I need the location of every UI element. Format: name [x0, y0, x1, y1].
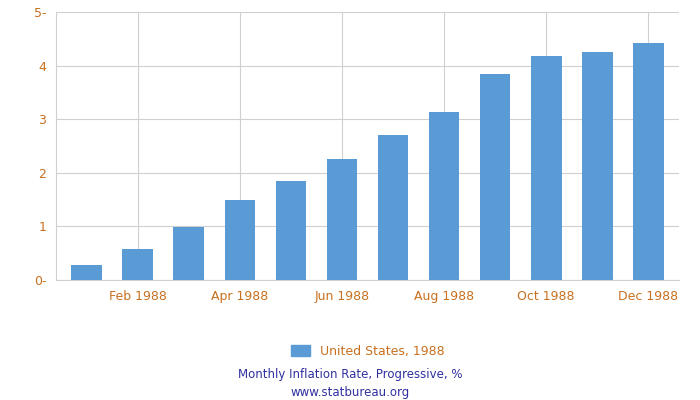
- Text: www.statbureau.org: www.statbureau.org: [290, 386, 410, 399]
- Bar: [480, 74, 510, 280]
- Bar: [582, 52, 612, 280]
- Bar: [531, 56, 561, 280]
- Bar: [327, 159, 357, 280]
- Bar: [225, 200, 256, 280]
- Bar: [276, 181, 306, 280]
- Bar: [71, 265, 102, 280]
- Text: Monthly Inflation Rate, Progressive, %: Monthly Inflation Rate, Progressive, %: [238, 368, 462, 381]
- Bar: [378, 135, 408, 280]
- Bar: [122, 250, 153, 280]
- Bar: [633, 42, 664, 280]
- Bar: [174, 227, 204, 280]
- Bar: [429, 112, 459, 280]
- Legend: United States, 1988: United States, 1988: [286, 340, 449, 363]
